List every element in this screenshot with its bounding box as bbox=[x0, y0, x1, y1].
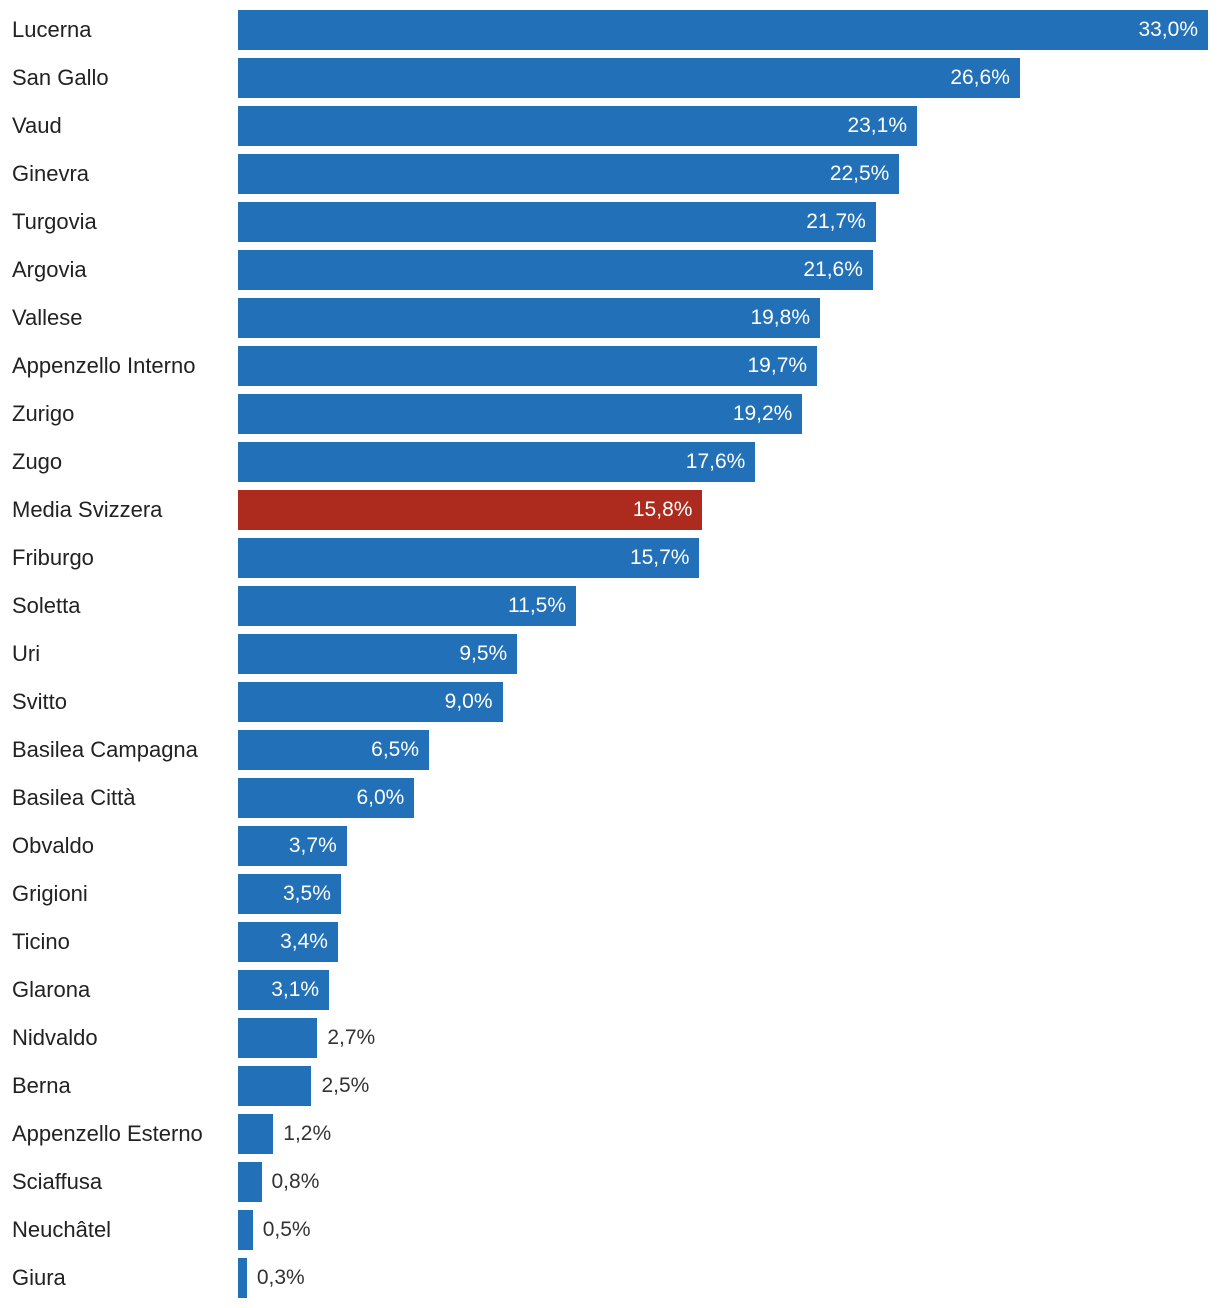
category-label: Giura bbox=[12, 1265, 66, 1290]
value-label: 3,7% bbox=[288, 834, 337, 857]
bar bbox=[238, 250, 873, 290]
bar bbox=[238, 58, 1020, 98]
value-label: 17,6% bbox=[685, 450, 746, 473]
category-label: Media Svizzera bbox=[12, 497, 163, 522]
value-label: 33,0% bbox=[1138, 18, 1198, 41]
category-label: Ticino bbox=[12, 929, 70, 954]
category-label: Lucerna bbox=[12, 17, 92, 42]
category-label: Basilea Città bbox=[12, 785, 136, 810]
bar bbox=[238, 442, 756, 482]
category-label: Sciaffusa bbox=[12, 1169, 103, 1194]
category-label: Friburgo bbox=[12, 545, 94, 570]
category-label: Berna bbox=[12, 1073, 71, 1098]
value-label: 26,6% bbox=[950, 66, 1010, 89]
bar bbox=[238, 826, 347, 866]
bar bbox=[238, 106, 917, 146]
category-label: Obvaldo bbox=[12, 833, 94, 858]
bar bbox=[238, 154, 900, 194]
value-label: 2,5% bbox=[321, 1074, 370, 1097]
category-label: Vallese bbox=[12, 305, 83, 330]
bar bbox=[238, 874, 341, 914]
category-label: Appenzello Interno bbox=[12, 353, 196, 378]
bar bbox=[238, 298, 820, 338]
category-label: San Gallo bbox=[12, 65, 109, 90]
value-label: 9,0% bbox=[444, 690, 493, 713]
bar bbox=[238, 1162, 262, 1202]
bar bbox=[238, 922, 338, 962]
category-label: Vaud bbox=[12, 113, 62, 138]
bar bbox=[238, 682, 503, 722]
value-label: 3,5% bbox=[283, 882, 331, 905]
value-label: 0,8% bbox=[271, 1170, 320, 1193]
value-label: 1,2% bbox=[283, 1122, 332, 1145]
value-label: 23,1% bbox=[847, 114, 907, 137]
value-label: 9,5% bbox=[459, 642, 508, 665]
value-label: 11,5% bbox=[508, 594, 567, 617]
value-label: 3,1% bbox=[271, 978, 320, 1001]
value-label: 3,4% bbox=[280, 930, 328, 953]
value-label: 19,7% bbox=[747, 354, 808, 377]
bar bbox=[238, 778, 415, 818]
bar bbox=[238, 202, 876, 242]
bar bbox=[238, 1018, 318, 1058]
value-label: 6,0% bbox=[356, 786, 405, 809]
category-label: Nidvaldo bbox=[12, 1025, 98, 1050]
category-label: Zurigo bbox=[12, 401, 75, 426]
bar bbox=[238, 1114, 274, 1154]
value-label: 0,5% bbox=[262, 1218, 311, 1241]
bar bbox=[238, 1210, 253, 1250]
bar bbox=[238, 346, 818, 386]
value-label: 19,2% bbox=[732, 402, 793, 425]
category-label: Basilea Campagna bbox=[12, 737, 198, 762]
category-label: Grigioni bbox=[12, 881, 88, 906]
value-label: 0,3% bbox=[256, 1266, 305, 1289]
category-label: Soletta bbox=[12, 593, 81, 618]
category-label: Ginevra bbox=[12, 161, 90, 186]
bar bbox=[238, 1258, 247, 1298]
bar-highlight bbox=[238, 490, 703, 530]
value-label: 22,5% bbox=[829, 162, 890, 185]
category-label: Turgovia bbox=[12, 209, 97, 234]
bar bbox=[238, 586, 577, 626]
value-label: 6,5% bbox=[371, 738, 420, 761]
value-label: 21,7% bbox=[806, 210, 866, 233]
value-label: 15,7% bbox=[629, 546, 690, 569]
value-label: 2,7% bbox=[327, 1026, 376, 1049]
bar bbox=[238, 1066, 312, 1106]
category-label: Zugo bbox=[12, 449, 63, 474]
bar bbox=[238, 730, 430, 770]
category-label: Uri bbox=[12, 641, 41, 666]
bar bbox=[238, 394, 803, 434]
value-label: 21,6% bbox=[803, 258, 863, 281]
bar bbox=[238, 634, 518, 674]
bar bbox=[238, 538, 700, 578]
bar bbox=[238, 10, 1208, 50]
bar bbox=[238, 970, 330, 1010]
category-label: Neuchâtel bbox=[12, 1217, 112, 1242]
value-label: 19,8% bbox=[750, 306, 810, 329]
category-label: Svitto bbox=[12, 689, 68, 714]
category-label: Glarona bbox=[12, 977, 91, 1002]
category-label: Appenzello Esterno bbox=[12, 1121, 203, 1146]
value-label: 15,8% bbox=[632, 498, 693, 521]
category-label: Argovia bbox=[12, 257, 87, 282]
